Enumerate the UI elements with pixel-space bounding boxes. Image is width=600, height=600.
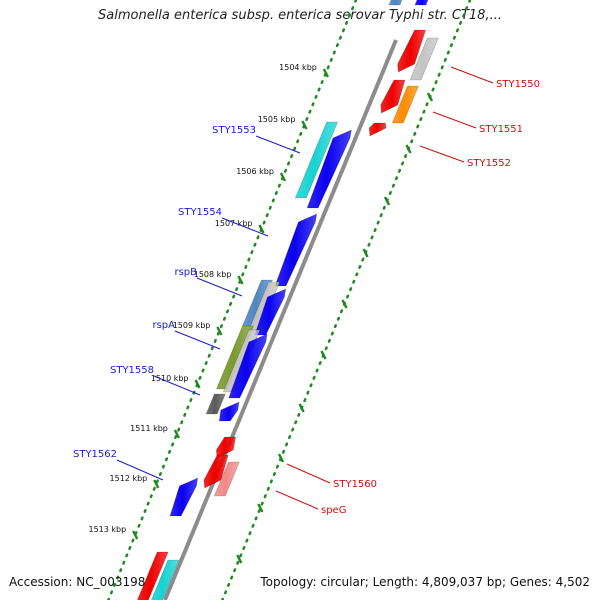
major-tick: [194, 379, 201, 389]
backbone-line: [163, 39, 398, 600]
gene-arrow-sty1562: [169, 477, 199, 517]
callout-line: [275, 490, 319, 510]
gene-label-left: STY1562: [73, 449, 117, 460]
gene-arrow: [151, 559, 180, 600]
gene-label-left: STY1553: [212, 125, 256, 136]
major-tick: [257, 503, 264, 513]
gene-arrow-sty1554: [274, 213, 318, 287]
major-tick: [277, 453, 285, 463]
gene-arrow: [137, 551, 169, 600]
gene-label-left: rspA: [152, 320, 175, 331]
kbp-tick-label: 1508 kbp: [194, 270, 232, 279]
kbp-tick-label: 1504 kbp: [279, 63, 317, 72]
major-tick: [237, 275, 244, 285]
callout-line: [255, 135, 301, 154]
callout-line: [432, 111, 477, 129]
major-tick: [301, 120, 308, 130]
kbp-tick-label: 1512 kbp: [110, 474, 148, 483]
map-title: Salmonella enterica subsp. enterica sero…: [98, 8, 502, 23]
major-tick: [341, 299, 348, 309]
kbp-tick-label: 1510 kbp: [151, 374, 189, 383]
gene-arrow: [254, 288, 287, 336]
kbp-tick-label: 1506 kbp: [236, 167, 274, 176]
kbp-tick-label: 1505 kbp: [258, 115, 296, 124]
callout-line: [221, 217, 269, 237]
major-tick: [279, 172, 287, 182]
gene-label-left: STY1554: [178, 207, 222, 218]
gene-arrow-sty1551: [380, 79, 406, 114]
summary-text: Topology: circular; Length: 4,809,037 bp…: [260, 575, 590, 589]
major-tick: [322, 68, 329, 78]
gene-arrow: [414, 0, 429, 6]
gene-label-left: STY1558: [110, 365, 154, 376]
major-tick: [405, 144, 412, 154]
gene-arrow-sty1553: [294, 121, 339, 199]
left-tick-track: [107, 0, 358, 600]
gene-arrow-sty1551b: [391, 85, 419, 124]
gene-arrow-sty1552: [368, 122, 387, 137]
gene-arrow: [228, 333, 268, 399]
gene-arrow-sty1560: [203, 454, 229, 489]
gene-label-left: rspB: [174, 267, 197, 278]
major-tick: [320, 350, 327, 360]
gene-label-right: STY1551: [479, 124, 523, 135]
kbp-tick-label: 1507 kbp: [215, 219, 253, 228]
callout-line: [174, 330, 221, 350]
callout-line: [153, 375, 201, 396]
kbp-tick-label: 1509 kbp: [173, 321, 211, 330]
gene-arrow: [409, 37, 439, 81]
major-tick: [298, 403, 305, 413]
gene-arrow: [218, 401, 240, 422]
callout-line: [116, 459, 164, 481]
callout-line: [419, 145, 465, 163]
callout-line: [196, 277, 243, 297]
callout-line: [450, 66, 494, 84]
major-tick: [236, 554, 243, 564]
major-tick: [216, 326, 223, 336]
kbp-tick-label: 1513 kbp: [89, 525, 127, 534]
major-tick: [426, 92, 434, 102]
major-tick: [258, 224, 265, 234]
callout-line: [286, 463, 331, 484]
gene-arrow: [306, 129, 352, 209]
gene-label-right: speG: [321, 505, 346, 516]
gene-label-right: STY1552: [467, 158, 511, 169]
accession-text: Accession: NC_003198: [9, 575, 146, 589]
major-tick: [383, 196, 391, 206]
major-tick: [132, 530, 139, 540]
major-tick: [362, 248, 369, 258]
gene-arrow: [388, 0, 403, 6]
gene-label-right: STY1560: [333, 479, 377, 490]
gene-label-right: STY1550: [496, 79, 540, 90]
kbp-tick-label: 1511 kbp: [130, 424, 168, 433]
gene-arrow: [215, 436, 237, 459]
gene-arrow-sty1558: [205, 393, 226, 415]
gene-arrow-sty1550: [397, 29, 427, 73]
major-tick: [153, 479, 160, 489]
gene-arrow-speg: [213, 461, 240, 497]
major-tick: [173, 429, 181, 439]
